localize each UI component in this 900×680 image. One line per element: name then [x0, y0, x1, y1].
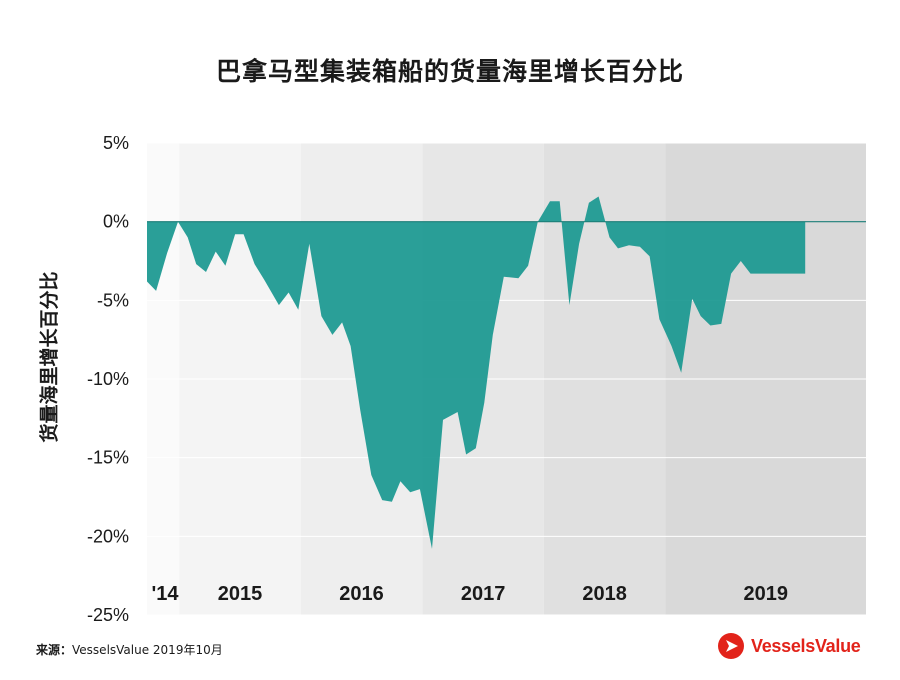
data-point — [400, 481, 402, 483]
data-point — [371, 474, 373, 476]
data-point — [559, 200, 561, 202]
y-tick-label: -20% — [87, 526, 129, 546]
source-label: 来源： — [36, 643, 73, 657]
data-point — [680, 372, 682, 374]
vesselsvalue-logo: VesselsValue — [717, 632, 861, 660]
data-point — [360, 410, 362, 412]
vesselsvalue-triangle-icon — [718, 633, 744, 659]
data-point — [721, 323, 723, 325]
data-point — [569, 304, 571, 306]
series-area — [147, 196, 806, 549]
data-point — [740, 260, 742, 262]
data-point — [205, 271, 207, 273]
data-point — [730, 273, 732, 275]
chart-title: 巴拿马型集装箱船的货量海里增长百分比 — [215, 57, 684, 86]
data-point — [225, 265, 227, 267]
data-point — [804, 273, 806, 275]
data-point — [457, 411, 459, 413]
data-point — [431, 548, 433, 550]
data-point — [691, 298, 693, 300]
y-tick-label: -25% — [87, 605, 129, 625]
data-point — [254, 263, 256, 265]
data-point — [783, 273, 785, 275]
y-tick-label: -15% — [87, 448, 129, 468]
logo-text: VesselsValue — [751, 635, 861, 656]
data-point — [790, 273, 792, 275]
data-point — [187, 237, 189, 239]
data-point — [761, 273, 763, 275]
data-point — [588, 202, 590, 204]
data-point — [484, 402, 486, 404]
year-label: '14 — [151, 583, 179, 605]
data-point — [298, 309, 300, 311]
data-point — [710, 325, 712, 327]
data-point — [465, 454, 467, 456]
data-point — [146, 281, 148, 283]
data-point — [475, 447, 477, 449]
data-point — [309, 243, 311, 245]
y-tick-label: 5% — [103, 133, 129, 153]
data-point — [628, 245, 630, 247]
data-point — [278, 304, 280, 306]
data-point — [750, 273, 752, 275]
data-point — [155, 290, 157, 292]
data-point — [288, 292, 290, 294]
data-point — [350, 345, 352, 347]
data-point — [671, 345, 673, 347]
data-point — [215, 251, 217, 253]
data-point — [243, 234, 245, 236]
data-point — [442, 419, 444, 421]
data-point — [578, 243, 580, 245]
data-point — [234, 234, 236, 236]
y-tick-label: 0% — [103, 212, 129, 232]
data-point — [518, 278, 520, 280]
data-point — [341, 322, 343, 324]
data-point — [492, 334, 494, 336]
data-point — [321, 315, 323, 317]
data-point — [649, 255, 651, 257]
year-label: 2018 — [582, 583, 627, 605]
data-point — [381, 499, 383, 501]
data-point — [773, 273, 775, 275]
data-point — [700, 315, 702, 317]
data-point — [264, 279, 266, 281]
data-point — [617, 248, 619, 250]
data-point — [503, 276, 505, 278]
source-text: VesselsValue 2019年10月 — [72, 643, 223, 657]
data-point — [800, 273, 802, 275]
year-label: 2017 — [461, 583, 506, 605]
source-note: 来源：VesselsValue 2019年10月 — [36, 641, 223, 658]
data-point — [549, 200, 551, 202]
data-point — [527, 265, 529, 267]
data-point — [598, 196, 600, 198]
data-point — [409, 492, 411, 494]
year-label: 2016 — [339, 583, 384, 605]
year-label: 2015 — [218, 583, 263, 605]
data-point — [609, 237, 611, 239]
data-point — [391, 501, 393, 503]
data-point — [195, 263, 197, 265]
data-point — [419, 488, 421, 490]
y-tick-label: -5% — [97, 290, 129, 310]
data-point — [166, 252, 168, 254]
y-tick-label: -10% — [87, 369, 129, 389]
data-point — [659, 318, 661, 320]
data-point — [332, 334, 334, 336]
data-point — [639, 246, 641, 248]
year-label: 2019 — [743, 583, 788, 605]
